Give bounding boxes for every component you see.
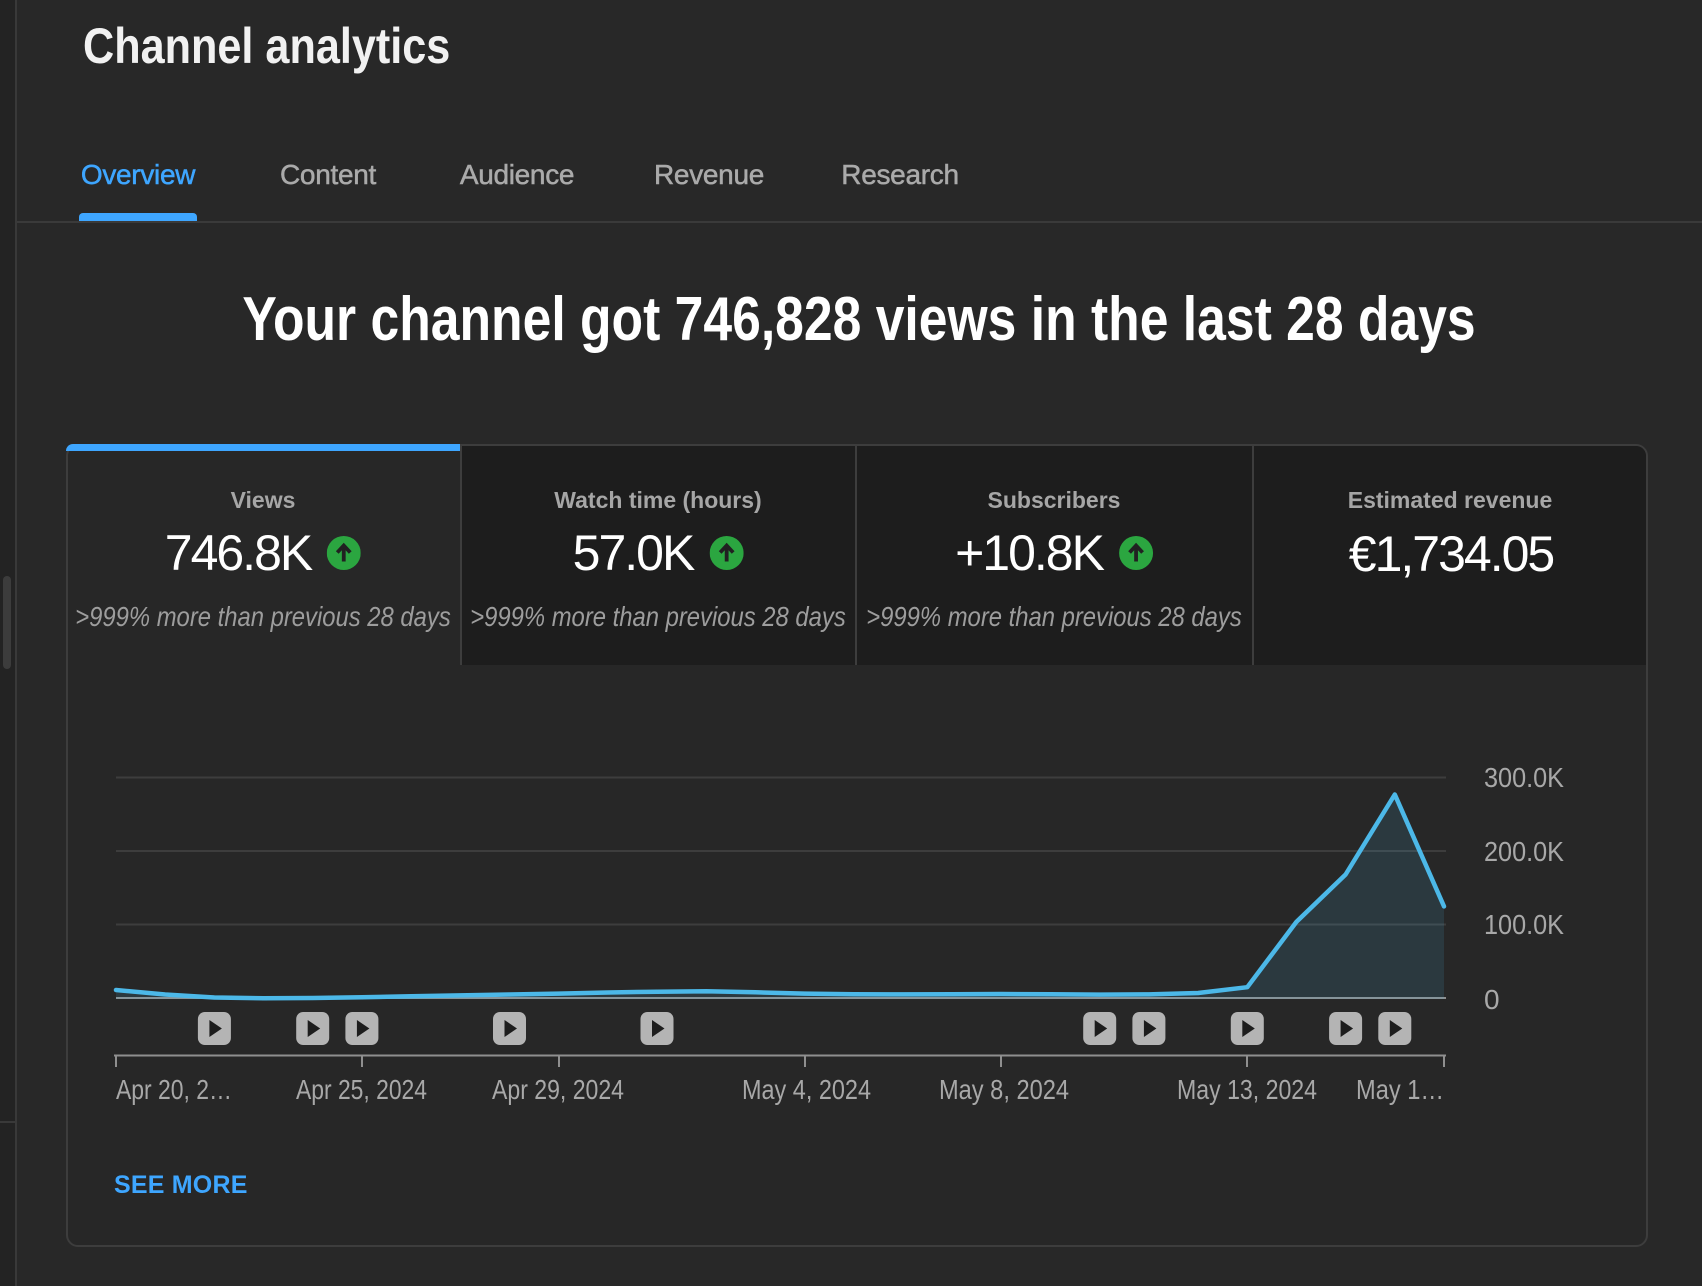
svg-text:Apr 29, 2024: Apr 29, 2024 — [492, 1074, 624, 1105]
svg-text:0: 0 — [1484, 984, 1500, 1015]
svg-text:May 8, 2024: May 8, 2024 — [939, 1074, 1069, 1105]
svg-text:May 1…: May 1… — [1356, 1074, 1444, 1105]
svg-text:May 13, 2024: May 13, 2024 — [1177, 1074, 1317, 1105]
svg-text:Apr 20, 2…: Apr 20, 2… — [116, 1074, 232, 1105]
svg-text:Apr 25, 2024: Apr 25, 2024 — [296, 1074, 427, 1105]
svg-text:May 4, 2024: May 4, 2024 — [742, 1074, 871, 1105]
svg-text:200.0K: 200.0K — [1484, 836, 1564, 867]
svg-text:100.0K: 100.0K — [1484, 909, 1564, 940]
svg-text:300.0K: 300.0K — [1484, 762, 1564, 793]
